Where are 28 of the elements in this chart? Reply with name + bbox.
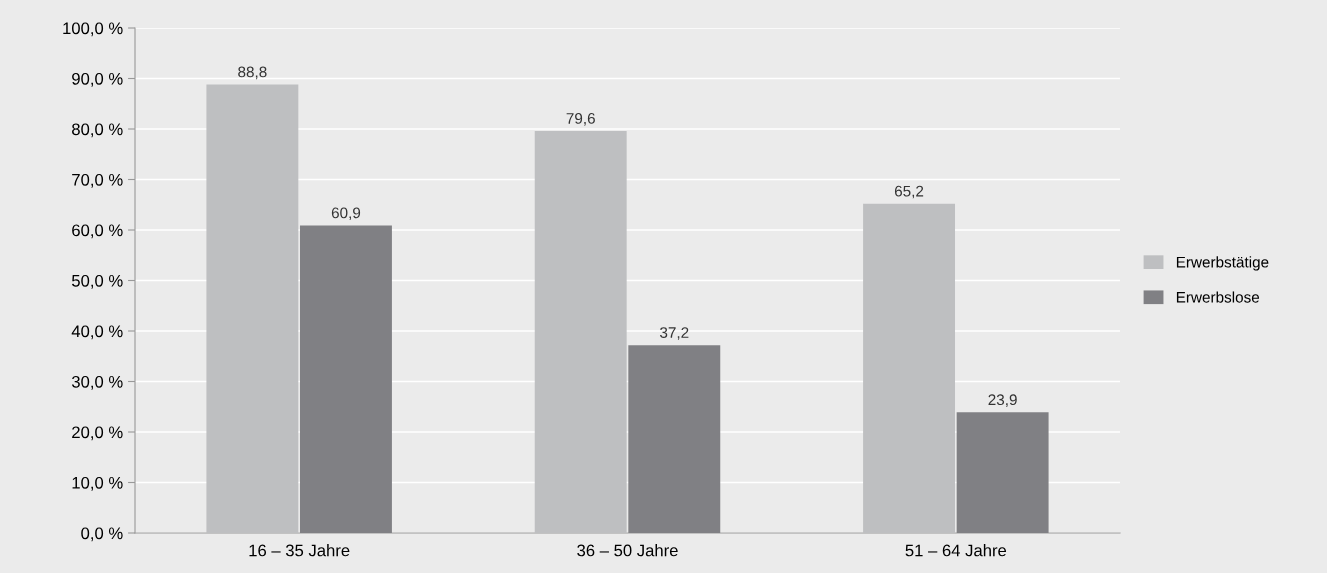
data-label: 79,6 — [566, 113, 595, 126]
x-tick-label: 16 – 35 Jahre — [249, 544, 350, 557]
bar — [863, 203, 956, 533]
data-label: 23,9 — [988, 394, 1017, 407]
bar — [628, 345, 721, 533]
bar — [206, 84, 299, 533]
y-tick-label: 80,0 % — [72, 123, 123, 138]
y-tick-label: 90,0 % — [72, 72, 123, 87]
y-tick-label: 60,0 % — [72, 224, 123, 239]
x-tick-label: 51 – 64 Jahre — [905, 544, 1007, 557]
y-tick-label: 40,0 % — [71, 325, 123, 340]
y-tick-label: 70,0 % — [72, 173, 123, 188]
y-tick-label: 10,0 % — [72, 476, 123, 491]
y-tick-label: 50,0 % — [71, 274, 123, 289]
bar — [299, 225, 392, 533]
data-label: 88,8 — [238, 66, 267, 80]
data-label: 65,2 — [894, 185, 924, 199]
y-tick-label: 100,0 % — [63, 22, 123, 37]
data-label: 37,2 — [660, 327, 689, 340]
bar — [956, 412, 1049, 533]
y-tick-label: 0,0 % — [81, 527, 123, 542]
y-tick-label: 30,0 % — [71, 375, 123, 390]
data-label: 60,9 — [331, 207, 361, 221]
bar — [534, 131, 627, 533]
legend-label: Erwerbstätige — [1176, 256, 1269, 271]
x-tick-label: 36 – 50 Jahre — [577, 544, 678, 557]
legend-label: Erwerbslose — [1176, 291, 1260, 303]
y-tick-label: 20,0 % — [72, 426, 123, 441]
